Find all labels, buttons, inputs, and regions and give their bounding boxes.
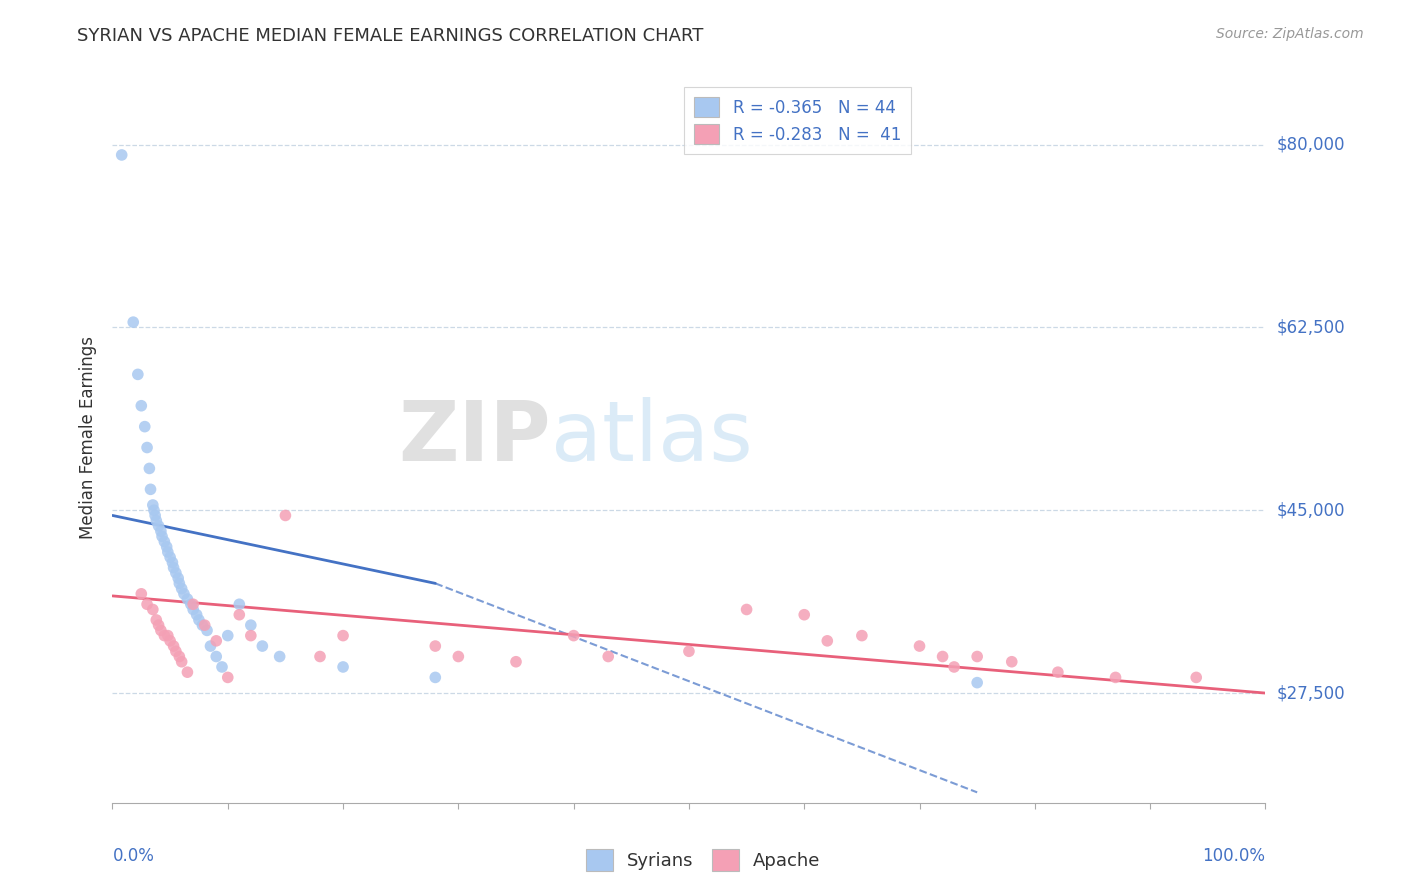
Point: [966, 649, 988, 664]
Point: [332, 629, 354, 643]
Text: atlas: atlas: [551, 397, 752, 477]
Point: [191, 618, 214, 632]
Point: [136, 597, 159, 611]
Point: [851, 629, 873, 643]
Point: [228, 597, 250, 611]
Legend: Syrians, Apache: Syrians, Apache: [578, 842, 828, 879]
Point: [931, 649, 953, 664]
Point: [274, 508, 297, 523]
Point: [200, 639, 222, 653]
Point: [908, 639, 931, 653]
Point: [228, 607, 250, 622]
Point: [134, 419, 156, 434]
Point: [309, 649, 332, 664]
Point: [142, 498, 165, 512]
Point: [153, 534, 176, 549]
Point: [1104, 670, 1126, 684]
Point: [156, 540, 179, 554]
Point: [156, 545, 179, 559]
Text: $45,000: $45,000: [1277, 501, 1346, 519]
Point: [562, 629, 585, 643]
Point: [170, 655, 193, 669]
Point: [239, 618, 262, 632]
Point: [1046, 665, 1069, 680]
Point: [139, 483, 162, 497]
Text: Source: ZipAtlas.com: Source: ZipAtlas.com: [1216, 27, 1364, 41]
Point: [145, 514, 167, 528]
Point: [143, 503, 166, 517]
Point: [153, 629, 176, 643]
Y-axis label: Median Female Earnings: Median Female Earnings: [79, 335, 97, 539]
Point: [1001, 655, 1024, 669]
Point: [598, 649, 620, 664]
Point: [149, 524, 172, 538]
Point: [165, 566, 187, 580]
Point: [180, 597, 202, 611]
Point: [167, 571, 190, 585]
Point: [188, 613, 211, 627]
Point: [943, 660, 966, 674]
Point: [162, 560, 184, 574]
Text: $27,500: $27,500: [1277, 684, 1346, 702]
Point: [165, 644, 187, 658]
Point: [162, 639, 184, 653]
Point: [181, 597, 204, 611]
Point: [332, 660, 354, 674]
Point: [211, 660, 233, 674]
Point: [205, 649, 228, 664]
Point: [176, 592, 198, 607]
Text: ZIP: ZIP: [398, 397, 551, 477]
Point: [186, 607, 208, 622]
Point: [252, 639, 274, 653]
Point: [217, 629, 239, 643]
Point: [966, 675, 988, 690]
Point: [735, 602, 758, 616]
Point: [173, 587, 195, 601]
Point: [122, 315, 145, 329]
Text: $80,000: $80,000: [1277, 136, 1346, 153]
Point: [136, 441, 159, 455]
Point: [269, 649, 291, 664]
Point: [678, 644, 700, 658]
Point: [1185, 670, 1208, 684]
Text: 100.0%: 100.0%: [1202, 847, 1265, 864]
Point: [142, 602, 165, 616]
Point: [194, 618, 217, 632]
Point: [148, 519, 170, 533]
Point: [143, 508, 166, 523]
Point: [162, 556, 184, 570]
Point: [425, 670, 447, 684]
Point: [129, 587, 153, 601]
Point: [217, 670, 239, 684]
Point: [138, 461, 160, 475]
Legend: R = -0.365   N = 44, R = -0.283   N =  41: R = -0.365 N = 44, R = -0.283 N = 41: [685, 87, 911, 154]
Point: [169, 649, 191, 664]
Point: [169, 576, 191, 591]
Point: [195, 624, 218, 638]
Point: [239, 629, 262, 643]
Point: [793, 607, 815, 622]
Point: [156, 629, 179, 643]
Point: [815, 633, 838, 648]
Point: [127, 368, 149, 382]
Text: 0.0%: 0.0%: [112, 847, 155, 864]
Point: [148, 618, 170, 632]
Point: [111, 148, 134, 162]
Point: [170, 582, 193, 596]
Point: [159, 633, 181, 648]
Point: [150, 529, 173, 543]
Point: [159, 550, 181, 565]
Point: [425, 639, 447, 653]
Point: [205, 633, 228, 648]
Point: [145, 613, 167, 627]
Point: [181, 602, 204, 616]
Point: [129, 399, 153, 413]
Point: [447, 649, 470, 664]
Point: [176, 665, 198, 680]
Point: [149, 624, 172, 638]
Text: $62,500: $62,500: [1277, 318, 1346, 336]
Point: [505, 655, 527, 669]
Text: SYRIAN VS APACHE MEDIAN FEMALE EARNINGS CORRELATION CHART: SYRIAN VS APACHE MEDIAN FEMALE EARNINGS …: [77, 27, 704, 45]
